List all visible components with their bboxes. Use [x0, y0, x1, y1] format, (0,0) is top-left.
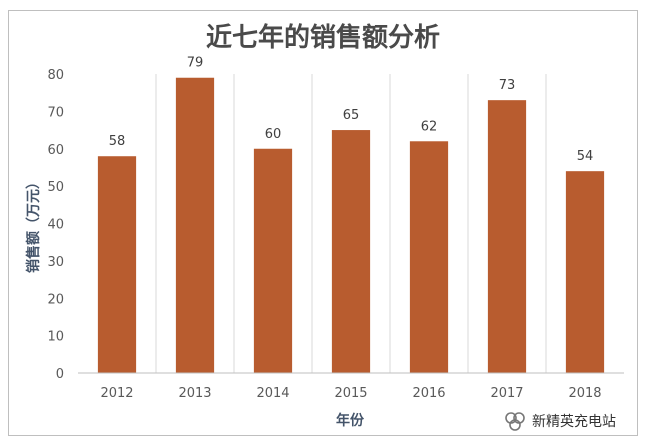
data-labels: 58 79 60 65 62 73 54 — [109, 56, 594, 164]
y-tick-50: 50 — [47, 180, 64, 195]
grid-lines — [155, 74, 547, 373]
bar-2013 — [175, 77, 215, 374]
x-tick-2014: 2014 — [256, 386, 289, 401]
y-tick-40: 40 — [47, 218, 64, 233]
x-tick-2018: 2018 — [568, 386, 601, 401]
bar-2018 — [565, 171, 605, 373]
y-tick-10: 10 — [47, 330, 64, 345]
y-tick-30: 30 — [47, 255, 64, 270]
data-label-2018: 54 — [577, 149, 594, 164]
x-tick-2016: 2016 — [412, 386, 445, 401]
x-tick-2013: 2013 — [178, 386, 211, 401]
bars — [97, 77, 605, 374]
data-label-2016: 62 — [421, 119, 438, 134]
x-tick-2012: 2012 — [100, 386, 133, 401]
watermark-text: 新精英充电站 — [532, 414, 616, 430]
bar-2014 — [253, 148, 293, 373]
y-axis-ticks: 0 10 20 30 40 50 60 70 80 — [47, 68, 64, 382]
data-label-2015: 65 — [343, 108, 360, 123]
bar-2017 — [487, 100, 527, 373]
bar-2015 — [331, 130, 371, 373]
y-tick-20: 20 — [47, 292, 64, 307]
y-tick-80: 80 — [47, 68, 64, 83]
data-label-2017: 73 — [499, 78, 516, 93]
x-tick-2017: 2017 — [490, 386, 523, 401]
y-axis-title: 销售额（万元） — [25, 175, 42, 273]
data-label-2013: 79 — [187, 56, 204, 71]
x-axis-title: 年份 — [336, 412, 365, 429]
y-tick-0: 0 — [56, 367, 64, 382]
x-axis-ticks: 2012 2013 2014 2015 2016 2017 2018 — [100, 386, 601, 401]
watermark: 新精英充电站 — [500, 408, 620, 434]
chart-title: 近七年的销售额分析 — [206, 22, 440, 53]
x-tick-2015: 2015 — [334, 386, 367, 401]
data-label-2014: 60 — [265, 127, 282, 142]
y-tick-70: 70 — [47, 105, 64, 120]
bar-2016 — [409, 141, 449, 373]
wechat-channel-icon — [505, 412, 525, 431]
bar-2012 — [97, 156, 137, 373]
data-label-2012: 58 — [109, 134, 126, 149]
y-tick-60: 60 — [47, 143, 64, 158]
